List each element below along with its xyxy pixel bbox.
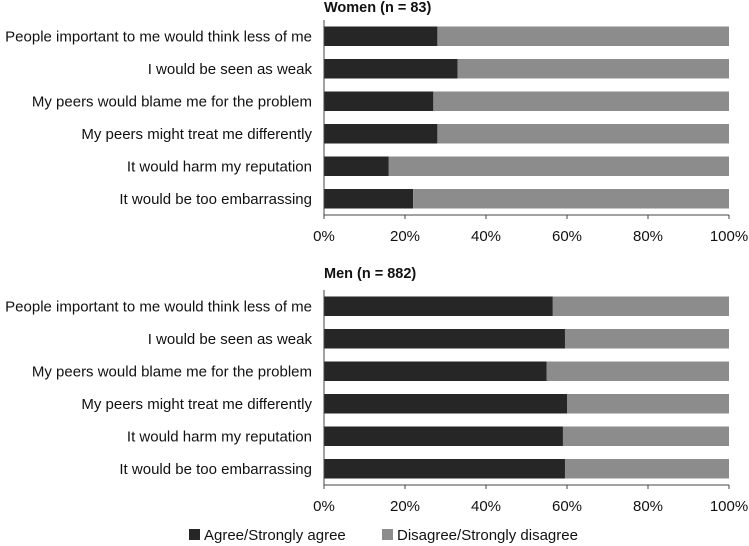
bar-disagree bbox=[564, 459, 729, 479]
x-tick-label: 40% bbox=[471, 498, 501, 515]
bar-agree bbox=[324, 156, 389, 176]
category-label: My peers would blame me for the problem bbox=[32, 93, 312, 110]
category-label: My peers might treat me differently bbox=[81, 396, 312, 413]
category-label: My peers would blame me for the problem bbox=[32, 363, 312, 380]
category-label: I would be seen as weak bbox=[148, 61, 313, 78]
x-tick-label: 80% bbox=[633, 498, 663, 515]
chart-panel-2: Men (n = 882) People important to me woul… bbox=[5, 266, 748, 515]
category-label: It would be too embarrassing bbox=[119, 191, 312, 208]
x-tick-label: 60% bbox=[552, 498, 582, 515]
bar-agree bbox=[324, 394, 567, 414]
x-tick-label: 20% bbox=[390, 498, 420, 515]
chart-title: Men (n = 882) bbox=[324, 266, 416, 282]
bar-agree bbox=[324, 59, 458, 79]
bar-disagree bbox=[564, 329, 729, 349]
bar-disagree bbox=[437, 26, 729, 46]
bar-agree bbox=[324, 124, 438, 144]
x-tick-label: 20% bbox=[390, 228, 420, 245]
category-label: It would harm my reputation bbox=[127, 158, 312, 175]
category-label: It would be too embarrassing bbox=[119, 461, 312, 478]
chart-panel-1: Women (n = 83) People important to me wou… bbox=[5, 0, 748, 245]
bar-disagree bbox=[433, 91, 729, 111]
category-label: I would be seen as weak bbox=[148, 331, 313, 348]
legend-swatch-disagree bbox=[382, 529, 393, 540]
bar-disagree bbox=[552, 296, 729, 316]
bar-agree bbox=[324, 296, 553, 316]
bar-agree bbox=[324, 361, 547, 381]
x-tick-label: 80% bbox=[633, 228, 663, 245]
x-tick-label: 100% bbox=[710, 228, 748, 245]
bar-disagree bbox=[437, 124, 729, 144]
bar-disagree bbox=[457, 59, 729, 79]
category-label: People important to me would think less … bbox=[5, 28, 312, 45]
x-tick-label: 40% bbox=[471, 228, 501, 245]
legend-label-agree: Agree/Strongly agree bbox=[204, 527, 346, 544]
x-tick-label: 0% bbox=[313, 498, 335, 515]
x-tick-label: 100% bbox=[710, 498, 748, 515]
bar-agree bbox=[324, 459, 565, 479]
category-label: It would harm my reputation bbox=[127, 428, 312, 445]
bar-disagree bbox=[388, 156, 729, 176]
bar-disagree bbox=[413, 189, 729, 209]
legend: Agree/Strongly agree Disagree/Strongly d… bbox=[189, 527, 578, 544]
category-label: My peers might treat me differently bbox=[81, 126, 312, 143]
bar-disagree bbox=[546, 361, 729, 381]
bar-agree bbox=[324, 189, 414, 209]
legend-label-disagree: Disagree/Strongly disagree bbox=[397, 527, 578, 544]
bar-disagree bbox=[567, 394, 729, 414]
bar-agree bbox=[324, 91, 434, 111]
chart-title: Women (n = 83) bbox=[324, 0, 431, 16]
bar-disagree bbox=[562, 426, 729, 446]
bar-agree bbox=[324, 426, 563, 446]
bar-agree bbox=[324, 329, 565, 349]
category-label: People important to me would think less … bbox=[5, 298, 312, 315]
x-tick-label: 60% bbox=[552, 228, 582, 245]
legend-swatch-agree bbox=[189, 529, 200, 540]
x-tick-label: 0% bbox=[313, 228, 335, 245]
bar-agree bbox=[324, 26, 438, 46]
